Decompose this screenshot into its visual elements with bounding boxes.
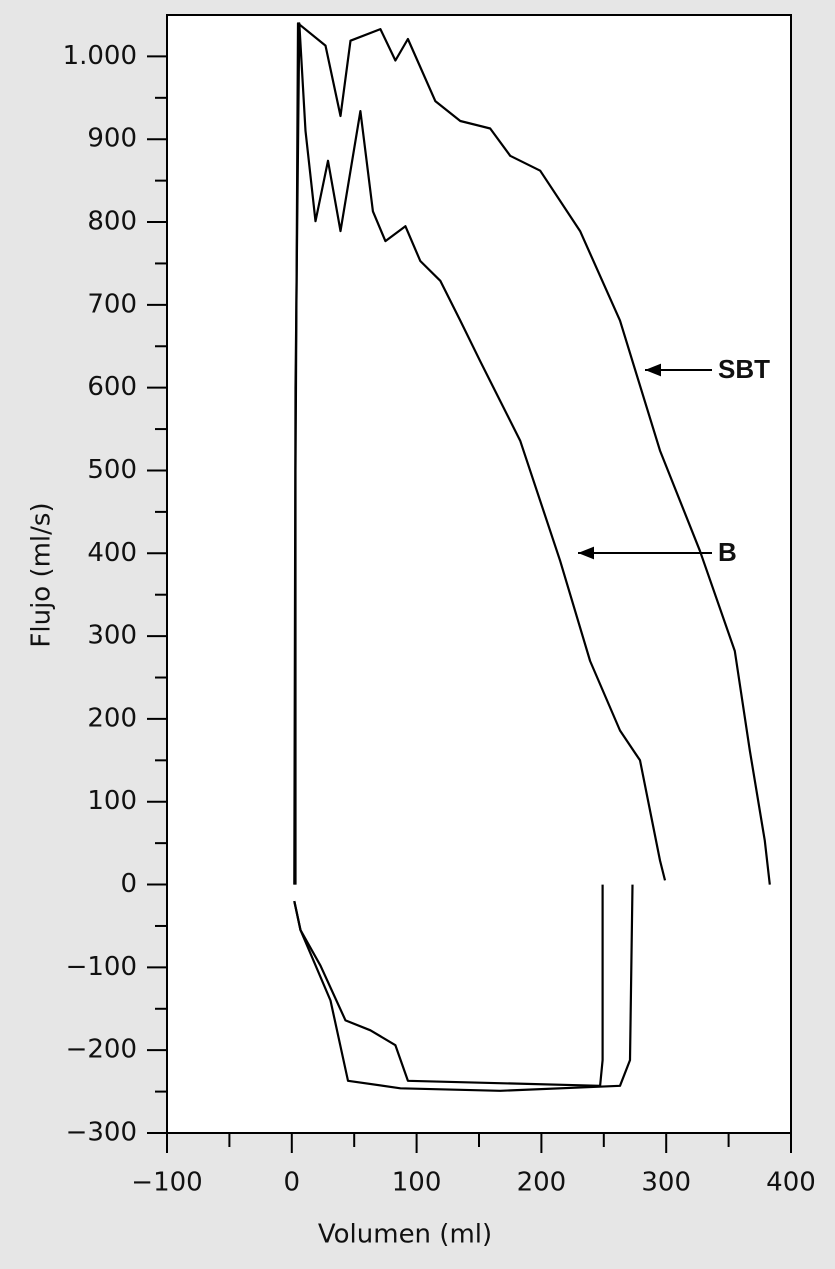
series-label: SBT bbox=[718, 354, 770, 384]
data-line bbox=[293, 22, 771, 1092]
x-axis-title: Volumen (ml) bbox=[318, 1220, 492, 1250]
x-tick-label: 400 bbox=[766, 1168, 816, 1198]
series-label: B bbox=[718, 537, 737, 567]
y-tick-label: 0 bbox=[120, 869, 137, 899]
x-tick-label: 100 bbox=[392, 1168, 442, 1198]
y-tick-label: −300 bbox=[66, 1118, 137, 1148]
y-tick-label: −100 bbox=[66, 952, 137, 982]
y-tick-label: 100 bbox=[87, 786, 137, 816]
plot-area bbox=[166, 14, 792, 1134]
y-tick-label: 400 bbox=[87, 538, 137, 568]
y-tick-label: 1.000 bbox=[63, 41, 137, 71]
y-tick-label: 800 bbox=[87, 207, 137, 237]
y-tick-label: 600 bbox=[87, 372, 137, 402]
x-tick-label: −100 bbox=[131, 1168, 202, 1198]
x-tick-label: 0 bbox=[284, 1168, 301, 1198]
y-tick-label: 300 bbox=[87, 621, 137, 651]
y-axis-title: Flujo (ml/s) bbox=[27, 502, 57, 647]
data-line bbox=[293, 22, 667, 1087]
y-tick-label: −200 bbox=[66, 1035, 137, 1065]
y-tick-label: 200 bbox=[87, 703, 137, 733]
y-tick-label: 700 bbox=[87, 289, 137, 319]
x-tick-label: 200 bbox=[517, 1168, 567, 1198]
y-tick-label: 900 bbox=[87, 124, 137, 154]
y-tick-label: 500 bbox=[87, 455, 137, 485]
x-tick-label: 300 bbox=[641, 1168, 691, 1198]
